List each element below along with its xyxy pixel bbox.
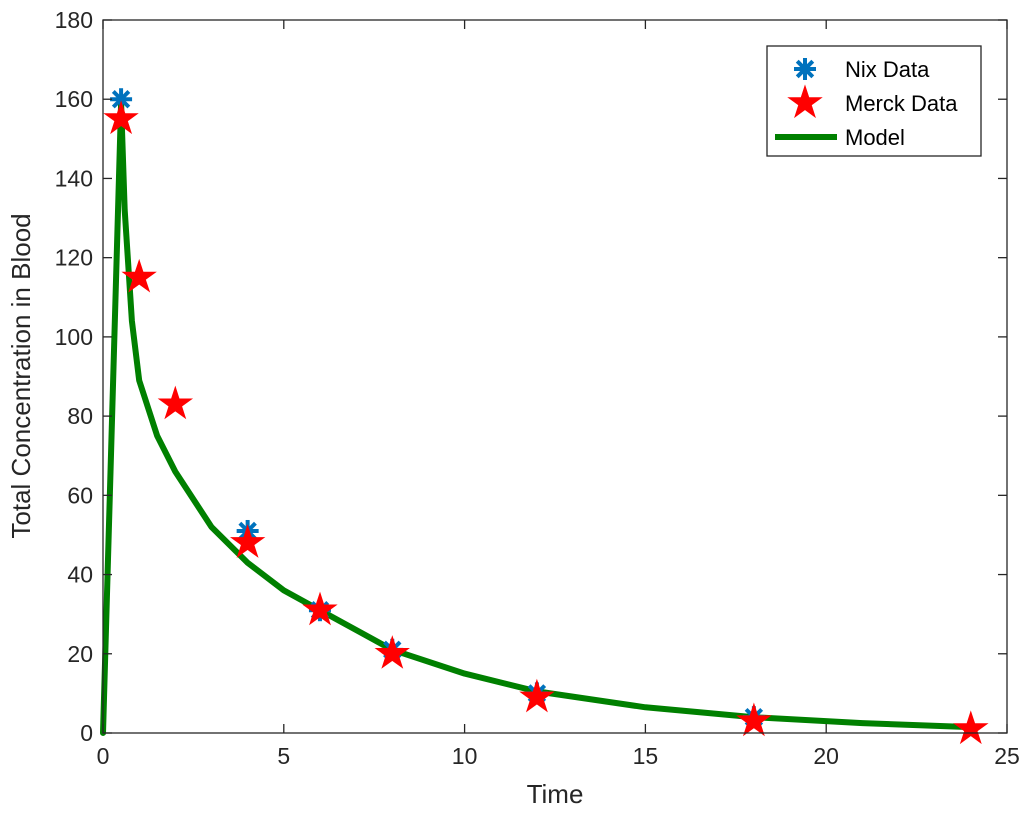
nix-data-point (110, 88, 133, 111)
y-tick-label: 40 (67, 562, 93, 588)
merck-data-point (121, 258, 157, 293)
y-axis-title: Total Concentration in Blood (6, 213, 36, 538)
legend-label: Model (845, 125, 905, 150)
model-line (100, 100, 974, 736)
legend: Nix Data Merck Data Model (766, 45, 982, 157)
merck-data-point (157, 385, 194, 420)
tick-layer (102, 19, 1008, 734)
x-tick-label: 5 (277, 743, 290, 769)
merck-data-point (736, 702, 772, 737)
x-axis-title: Time (527, 779, 584, 809)
legend-swatch-nix (794, 58, 816, 80)
merck-data-point (953, 710, 989, 745)
legend-label: Merck Data (845, 91, 958, 116)
legend-label: Nix Data (845, 57, 930, 82)
legend-swatch-merck (787, 84, 823, 119)
merck-data-point (302, 591, 338, 626)
asterisk-stroke (795, 59, 815, 79)
y-tick-label: 20 (67, 641, 93, 667)
x-tick-label: 0 (97, 743, 110, 769)
y-tick-label: 80 (67, 403, 93, 429)
y-tick-label: 180 (55, 7, 93, 33)
y-tick-label: 100 (55, 324, 93, 350)
model-layer (100, 100, 974, 736)
tick-label-layer: 0 5 10 15 20 25 0 20 40 60 80 100 120 140 160 180 (55, 7, 1020, 769)
merck-data-point (374, 635, 410, 669)
x-tick-label: 25 (994, 743, 1020, 769)
y-tick-label: 60 (67, 482, 93, 508)
x-tick-label: 10 (452, 743, 478, 769)
merck-data-point (103, 100, 139, 135)
merck-data-point (519, 678, 555, 713)
y-tick-label: 160 (55, 86, 93, 112)
plot-frame (102, 19, 1008, 734)
merck-data-point (229, 524, 266, 558)
x-tick-label: 15 (633, 743, 659, 769)
asterisk-stroke (111, 90, 131, 109)
x-tick-label: 20 (813, 743, 839, 769)
y-tick-label: 140 (55, 165, 93, 191)
y-tick-label: 0 (80, 720, 93, 746)
marker-layer (103, 88, 989, 745)
y-tick-label: 120 (55, 245, 93, 271)
legend-items: Nix Data Merck Data Model (775, 57, 958, 150)
